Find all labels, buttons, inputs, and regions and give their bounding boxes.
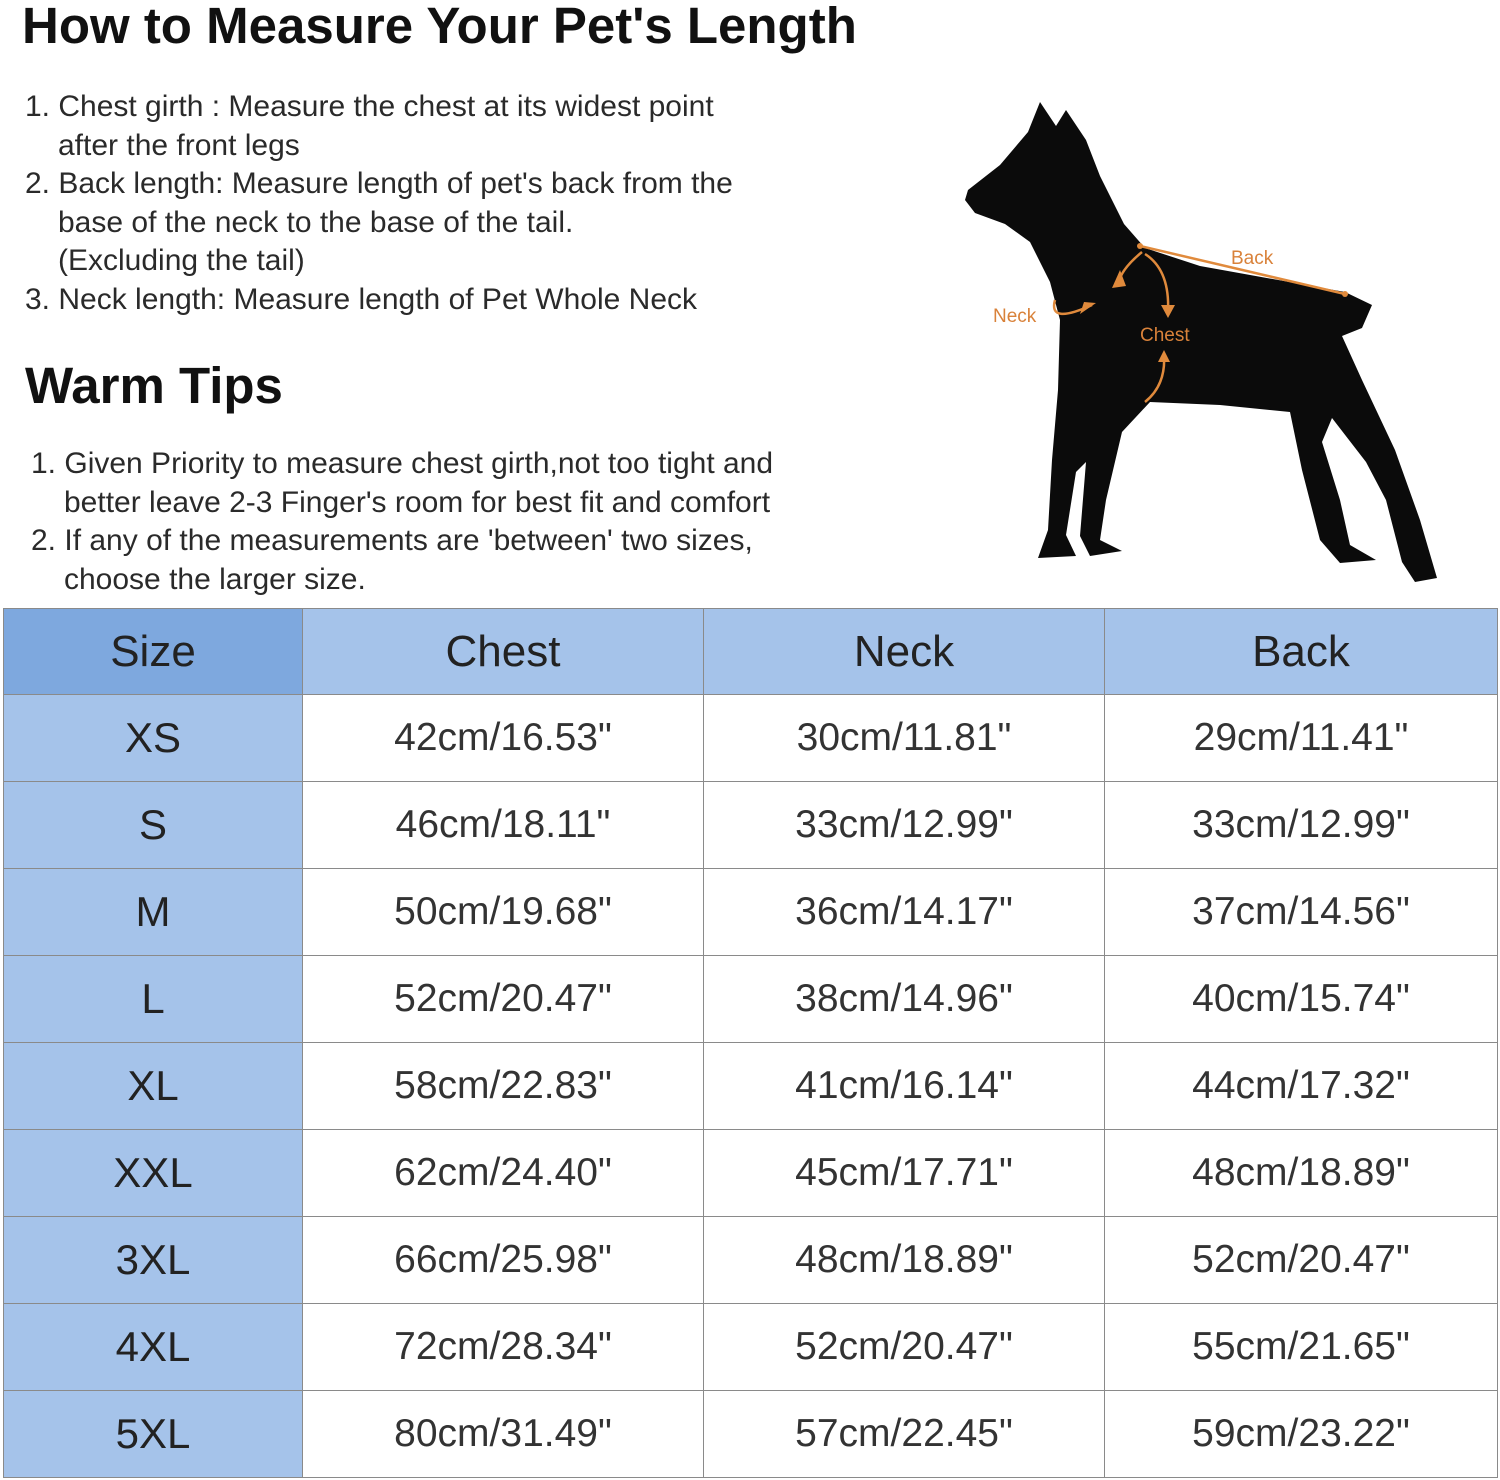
measure-cell: 58cm/22.83" (302, 1042, 704, 1130)
tips-title: Warm Tips (25, 357, 283, 414)
size-cell: 5XL (3, 1390, 303, 1478)
measure-cell: 52cm/20.47" (1104, 1216, 1498, 1304)
measure-cell: 66cm/25.98" (302, 1216, 704, 1304)
tips: 1. Given Priority to measure chest girth… (31, 445, 773, 599)
neck-label: Neck (993, 306, 1037, 327)
header-cell: Neck (703, 608, 1105, 695)
list-line: 2. If any of the measurements are 'betwe… (31, 524, 753, 557)
list-line: better leave 2-3 Finger's room for best … (64, 485, 771, 519)
size-cell: XL (3, 1042, 303, 1130)
table-row: XS 42cm/16.53" 30cm/11.81" 29cm/11.41" (3, 694, 1498, 782)
size-table: Size Chest Neck Back XS 42cm/16.53" 30cm/11.8… (3, 608, 1498, 1478)
measure-cell: 57cm/22.45" (703, 1390, 1105, 1478)
table-row: 3XL 66cm/25.98" 48cm/18.89" 52cm/20.47" (3, 1216, 1498, 1304)
header-cell: Back (1104, 608, 1498, 695)
table-row: L 52cm/20.47" 38cm/14.96" 40cm/15.74" (3, 955, 1498, 1043)
measure-cell: 48cm/18.89" (703, 1216, 1105, 1304)
table-row: 5XL 80cm/31.49" 57cm/22.45" 59cm/23.22" (3, 1390, 1498, 1478)
list-line: 1. Given Priority to measure chest girth… (31, 447, 774, 480)
header-cell: Size (3, 608, 303, 695)
measure-cell: 55cm/21.65" (1104, 1303, 1498, 1391)
table-row: S 46cm/18.11" 33cm/12.99" 33cm/12.99" (3, 781, 1498, 869)
list-item: 1. Chest girth : Measure the chest at it… (25, 88, 733, 165)
measure-cell: 48cm/18.89" (1104, 1129, 1498, 1217)
list-item: 2. If any of the measurements are 'betwe… (31, 522, 773, 599)
list-line: after the front legs (58, 128, 300, 162)
table-row: 4XL 72cm/28.34" 52cm/20.47" 55cm/21.65" (3, 1303, 1498, 1391)
measure-cell: 29cm/11.41" (1104, 694, 1498, 782)
size-cell: XS (3, 694, 303, 782)
table-row: M 50cm/19.68" 36cm/14.17" 37cm/14.56" (3, 868, 1498, 956)
dog-silhouette (965, 102, 1437, 582)
header-cell: Chest (302, 608, 704, 695)
chest-arrow (1144, 252, 1170, 313)
measure-cell: 50cm/19.68" (302, 868, 704, 956)
size-cell: M (3, 868, 303, 956)
size-cell: S (3, 781, 303, 869)
measure-arrows (1052, 244, 1346, 403)
measure-cell: 38cm/14.96" (703, 955, 1105, 1043)
measure-cell: 33cm/12.99" (1104, 781, 1498, 869)
arrow-heads (1080, 243, 1348, 362)
measure-cell: 30cm/11.81" (703, 694, 1105, 782)
dog-figure: Back Neck Chest (965, 102, 1437, 582)
measure-cell: 33cm/12.99" (703, 781, 1105, 869)
size-cell: XXL (3, 1129, 303, 1217)
list-line: 3. Neck length: Measure length of Pet Wh… (25, 282, 698, 316)
size-cell: 3XL (3, 1216, 303, 1304)
back-line (1139, 244, 1346, 296)
header-row: Size Chest Neck Back (3, 608, 1498, 695)
size-cell: L (3, 955, 303, 1043)
measure-cell: 72cm/28.34" (302, 1303, 704, 1391)
list-line: choose the larger size. (64, 562, 366, 596)
list-line: 2. Back length: Measure length of pet's … (25, 167, 733, 200)
title: How to Measure Your Pet's Length (22, 0, 857, 54)
chest-label: Chest (1140, 325, 1190, 346)
list-item: 2. Back length: Measure length of pet's … (25, 165, 733, 281)
measure-cell: 52cm/20.47" (703, 1303, 1105, 1391)
measure-cell: 36cm/14.17" (703, 868, 1105, 956)
measure-cell: 62cm/24.40" (302, 1129, 704, 1217)
list-item: 1. Given Priority to measure chest girth… (31, 445, 773, 522)
measure-cell: 41cm/16.14" (703, 1042, 1105, 1130)
back-label: Back (1231, 248, 1274, 269)
instructions: 1. Chest girth : Measure the chest at it… (25, 88, 733, 319)
measure-cell: 42cm/16.53" (302, 694, 704, 782)
table-row: XXL 62cm/24.40" 45cm/17.71" 48cm/18.89" (3, 1129, 1498, 1217)
measure-cell: 40cm/15.74" (1104, 955, 1498, 1043)
list-line: base of the neck to the base of the tail… (58, 205, 574, 239)
size-cell: 4XL (3, 1303, 303, 1391)
table-row: XL 58cm/22.83" 41cm/16.14" 44cm/17.32" (3, 1042, 1498, 1130)
measure-cell: 52cm/20.47" (302, 955, 704, 1043)
measure-cell: 45cm/17.71" (703, 1129, 1105, 1217)
measure-cell: 37cm/14.56" (1104, 868, 1498, 956)
measure-cell: 44cm/17.32" (1104, 1042, 1498, 1130)
measure-cell: 46cm/18.11" (302, 781, 704, 869)
list-line: 1. Chest girth : Measure the chest at it… (25, 90, 714, 123)
measure-cell: 59cm/23.22" (1104, 1390, 1498, 1478)
list-item: 3. Neck length: Measure length of Pet Wh… (25, 281, 733, 320)
list-line: (Excluding the tail) (58, 244, 305, 277)
measure-cell: 80cm/31.49" (302, 1390, 704, 1478)
